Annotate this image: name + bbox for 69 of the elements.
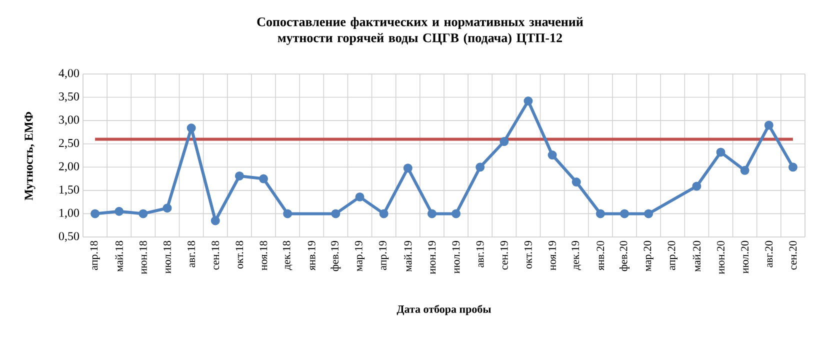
point bbox=[716, 148, 726, 157]
y-tick-label: 4,00 bbox=[58, 69, 80, 79]
point bbox=[427, 209, 436, 218]
x-tick-label: апр.18 bbox=[90, 240, 100, 270]
x-tick-label: апр.20 bbox=[668, 240, 678, 270]
y-tick-label: 2,00 bbox=[59, 162, 80, 172]
x-tick-label: июн.19 bbox=[428, 240, 436, 274]
x-tick-label: май.19 bbox=[404, 240, 412, 272]
x-tick-label: авг.19 bbox=[476, 240, 484, 268]
point bbox=[283, 209, 292, 218]
x-tick-label: ноя.18 bbox=[260, 240, 268, 270]
x-tick-label: июл.20 bbox=[741, 240, 749, 274]
x-tick-label: мар.19 bbox=[354, 240, 365, 272]
point bbox=[596, 209, 605, 218]
point bbox=[692, 182, 702, 191]
point bbox=[138, 209, 148, 218]
x-tick-label: ноя.19 bbox=[548, 240, 556, 270]
y-tick-label: 1,00 bbox=[60, 208, 80, 219]
point bbox=[259, 174, 268, 184]
point bbox=[234, 171, 244, 180]
point bbox=[572, 178, 581, 187]
point bbox=[403, 164, 412, 173]
y-axis-title: Мутность, ЕМФ bbox=[24, 112, 36, 200]
x-tick-label: июн.20 bbox=[717, 240, 724, 274]
x-tick-label: окт.19 bbox=[524, 240, 532, 269]
point bbox=[331, 209, 340, 218]
x-tick-label: мар.20 bbox=[644, 240, 654, 272]
y-tick-label: 2,50 bbox=[59, 138, 80, 149]
x-tick-label: дек.18 bbox=[282, 240, 292, 270]
point bbox=[476, 162, 485, 172]
point bbox=[186, 124, 196, 133]
point bbox=[162, 204, 172, 213]
x-tick-label: авг.20 bbox=[765, 240, 773, 268]
point bbox=[355, 192, 364, 202]
point bbox=[452, 209, 461, 218]
x-tick-label: апр.19 bbox=[379, 240, 389, 270]
point bbox=[644, 209, 654, 218]
x-tick-label: дек.19 bbox=[572, 240, 582, 270]
x-tick-label: май.18 bbox=[115, 240, 123, 272]
y-tick-label: 1,50 bbox=[60, 186, 80, 196]
x-tick-label: сен.20 bbox=[789, 240, 797, 270]
point bbox=[90, 209, 100, 218]
point bbox=[740, 166, 750, 175]
point bbox=[764, 120, 774, 130]
point bbox=[210, 216, 220, 226]
y-tick-label: 3,00 bbox=[59, 116, 80, 126]
point bbox=[620, 209, 629, 218]
x-axis-title: Дата отбора пробы bbox=[396, 304, 491, 316]
x-tick-label: авг.18 bbox=[188, 240, 196, 268]
x-tick-label: фев.20 bbox=[620, 240, 630, 272]
point bbox=[114, 206, 124, 216]
x-tick-label: янв.19 bbox=[308, 240, 316, 270]
point bbox=[500, 137, 509, 146]
point bbox=[548, 150, 557, 160]
y-tick-label: 3,50 bbox=[59, 92, 80, 102]
point bbox=[379, 209, 388, 218]
x-tick-label: май.20 bbox=[692, 240, 701, 272]
x-tick-label: июн.18 bbox=[139, 240, 147, 274]
x-tick-label: фев.19 bbox=[330, 240, 341, 272]
point bbox=[524, 96, 533, 106]
chart-title: Сопоставление фактических и нормативных значений мутности горячей воды СЦГВ (подача) ЦТП-12 bbox=[257, 17, 584, 45]
y-tick-label: 0,50 bbox=[58, 232, 80, 242]
x-tick-label: окт.18 bbox=[236, 240, 244, 269]
x-tick-label: сен.18 bbox=[212, 240, 220, 270]
x-tick-label: июл.19 bbox=[452, 240, 460, 274]
x-tick-label: сен.19 bbox=[500, 240, 508, 270]
point bbox=[788, 162, 798, 172]
x-tick-label: июл.18 bbox=[164, 240, 171, 274]
x-tick-label: янв.20 bbox=[596, 240, 604, 270]
